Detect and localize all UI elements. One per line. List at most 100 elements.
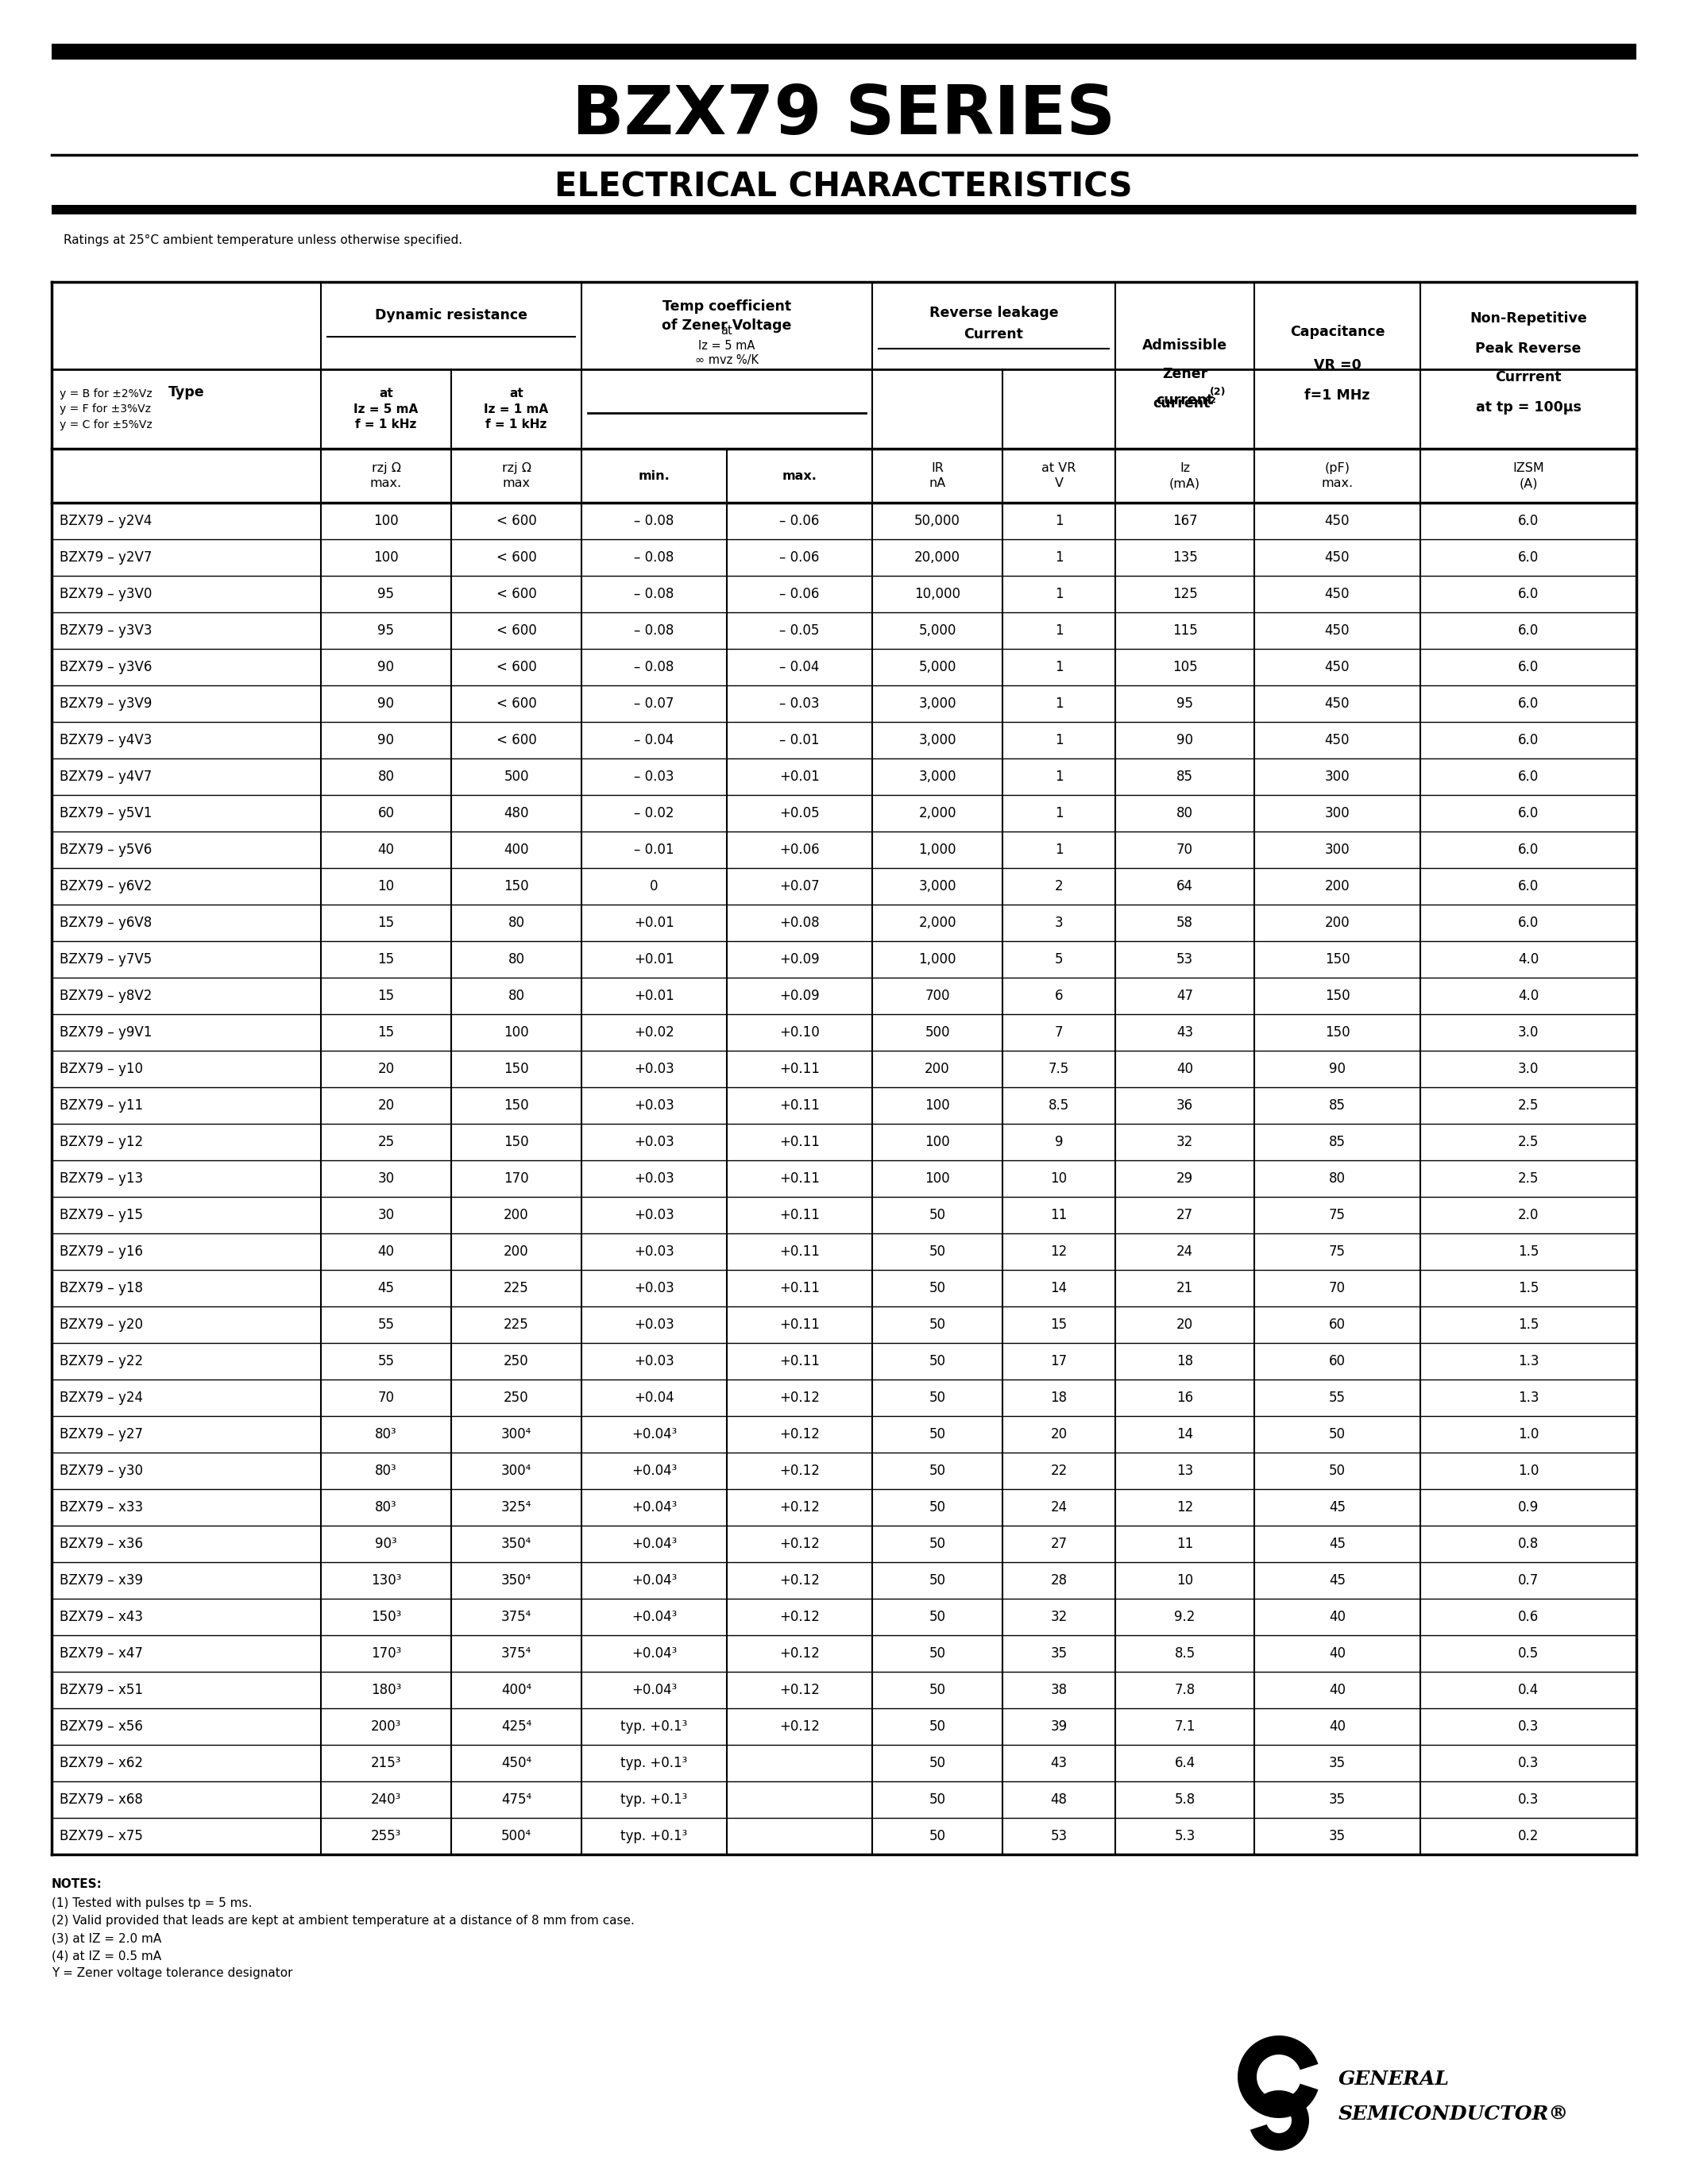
- Text: 200: 200: [1325, 880, 1350, 893]
- Text: 22: 22: [1050, 1463, 1067, 1479]
- Text: 150: 150: [1325, 1024, 1350, 1040]
- Text: 50: 50: [928, 1463, 945, 1479]
- Text: 90: 90: [378, 660, 395, 675]
- Text: +0.12: +0.12: [780, 1684, 820, 1697]
- Text: +0.01: +0.01: [780, 769, 820, 784]
- Text: – 0.08: – 0.08: [635, 622, 674, 638]
- Text: 300: 300: [1325, 843, 1350, 856]
- Text: IR
nA: IR nA: [928, 461, 945, 489]
- Text: +0.04³: +0.04³: [631, 1572, 677, 1588]
- Text: 39: 39: [1050, 1719, 1067, 1734]
- Text: 50: 50: [1328, 1463, 1345, 1479]
- Text: 20: 20: [378, 1099, 395, 1112]
- Text: 6.0: 6.0: [1518, 697, 1539, 710]
- Text: 50: 50: [928, 1391, 945, 1404]
- Text: typ. +0.1³: typ. +0.1³: [621, 1719, 687, 1734]
- Text: 80: 80: [378, 769, 395, 784]
- Text: Reverse leakage: Reverse leakage: [928, 306, 1058, 319]
- Text: 80: 80: [508, 989, 525, 1002]
- Text: (3) at IZ = 2.0 mA: (3) at IZ = 2.0 mA: [52, 1933, 162, 1944]
- Text: 450: 450: [1325, 734, 1350, 747]
- Text: 5: 5: [1055, 952, 1063, 968]
- Text: Dynamic resistance: Dynamic resistance: [375, 308, 527, 323]
- Text: +0.11: +0.11: [780, 1208, 820, 1223]
- Text: 700: 700: [925, 989, 950, 1002]
- Text: 80: 80: [508, 952, 525, 968]
- Text: 2.5: 2.5: [1518, 1136, 1539, 1149]
- Text: +0.07: +0.07: [780, 880, 820, 893]
- Text: 45: 45: [1328, 1538, 1345, 1551]
- Text: 0.7: 0.7: [1518, 1572, 1539, 1588]
- Text: 14: 14: [1177, 1426, 1193, 1441]
- Text: 0.3: 0.3: [1518, 1719, 1539, 1734]
- Text: 350⁴: 350⁴: [501, 1572, 532, 1588]
- Text: +0.03: +0.03: [635, 1099, 674, 1112]
- Text: 60: 60: [1328, 1354, 1345, 1369]
- Text: +0.03: +0.03: [635, 1208, 674, 1223]
- Text: 400: 400: [503, 843, 528, 856]
- Text: 5,000: 5,000: [918, 660, 955, 675]
- Text: 28: 28: [1050, 1572, 1067, 1588]
- Text: 1: 1: [1055, 513, 1063, 529]
- Text: 95: 95: [378, 587, 395, 601]
- Text: +0.11: +0.11: [780, 1099, 820, 1112]
- Text: +0.05: +0.05: [780, 806, 820, 821]
- Text: 6.0: 6.0: [1518, 587, 1539, 601]
- Text: +0.10: +0.10: [780, 1024, 820, 1040]
- Text: 150: 150: [503, 1099, 528, 1112]
- Text: 38: 38: [1050, 1684, 1067, 1697]
- Text: +0.11: +0.11: [780, 1245, 820, 1258]
- Text: 15: 15: [378, 1024, 395, 1040]
- Text: < 600: < 600: [496, 697, 537, 710]
- Text: 200: 200: [503, 1208, 528, 1223]
- Text: 250: 250: [503, 1391, 528, 1404]
- Text: 480: 480: [503, 806, 528, 821]
- Text: BZX79 – x47: BZX79 – x47: [59, 1647, 143, 1660]
- Text: current: current: [1156, 393, 1214, 408]
- Text: 450: 450: [1325, 622, 1350, 638]
- Text: 50: 50: [928, 1719, 945, 1734]
- Text: 12: 12: [1050, 1245, 1067, 1258]
- Text: 125: 125: [1171, 587, 1197, 601]
- Text: +0.04³: +0.04³: [631, 1500, 677, 1514]
- Text: 95: 95: [378, 622, 395, 638]
- Text: 27: 27: [1177, 1208, 1193, 1223]
- Text: 50: 50: [928, 1828, 945, 1843]
- Text: NOTES:: NOTES:: [52, 1878, 103, 1889]
- Text: 135: 135: [1171, 550, 1197, 566]
- Text: 29: 29: [1177, 1171, 1193, 1186]
- Text: – 0.08: – 0.08: [635, 587, 674, 601]
- Text: 35: 35: [1328, 1828, 1345, 1843]
- Text: 115: 115: [1171, 622, 1197, 638]
- Text: 1: 1: [1055, 734, 1063, 747]
- Text: (2) Valid provided that leads are kept at ambient temperature at a distance of 8: (2) Valid provided that leads are kept a…: [52, 1915, 635, 1926]
- Text: 50: 50: [928, 1354, 945, 1369]
- Text: 70: 70: [378, 1391, 395, 1404]
- Text: 240³: 240³: [371, 1793, 402, 1806]
- Text: BZX79 SERIES: BZX79 SERIES: [572, 83, 1116, 149]
- Text: 24: 24: [1177, 1245, 1193, 1258]
- Text: 7.1: 7.1: [1175, 1719, 1195, 1734]
- Text: – 0.07: – 0.07: [635, 697, 674, 710]
- Text: 20: 20: [1050, 1426, 1067, 1441]
- Text: < 600: < 600: [496, 660, 537, 675]
- Text: BZX79 – y20: BZX79 – y20: [59, 1317, 143, 1332]
- Text: +0.03: +0.03: [635, 1317, 674, 1332]
- Text: BZX79 – y4V3: BZX79 – y4V3: [59, 734, 152, 747]
- Text: +0.11: +0.11: [780, 1171, 820, 1186]
- Text: < 600: < 600: [496, 587, 537, 601]
- Text: 0.2: 0.2: [1518, 1828, 1539, 1843]
- Text: 60: 60: [1328, 1317, 1345, 1332]
- Text: 53: 53: [1177, 952, 1193, 968]
- Text: BZX79 – x75: BZX79 – x75: [59, 1828, 143, 1843]
- Text: at
Iz = 5 mA
f = 1 kHz: at Iz = 5 mA f = 1 kHz: [354, 387, 419, 430]
- Text: 3,000: 3,000: [918, 769, 955, 784]
- Text: 90: 90: [378, 734, 395, 747]
- Text: 105: 105: [1171, 660, 1197, 675]
- Text: 100: 100: [373, 550, 398, 566]
- Text: 425⁴: 425⁴: [501, 1719, 532, 1734]
- Text: 167: 167: [1171, 513, 1197, 529]
- Text: BZX79 – y2V7: BZX79 – y2V7: [59, 550, 152, 566]
- Text: < 600: < 600: [496, 734, 537, 747]
- Text: 475⁴: 475⁴: [501, 1793, 532, 1806]
